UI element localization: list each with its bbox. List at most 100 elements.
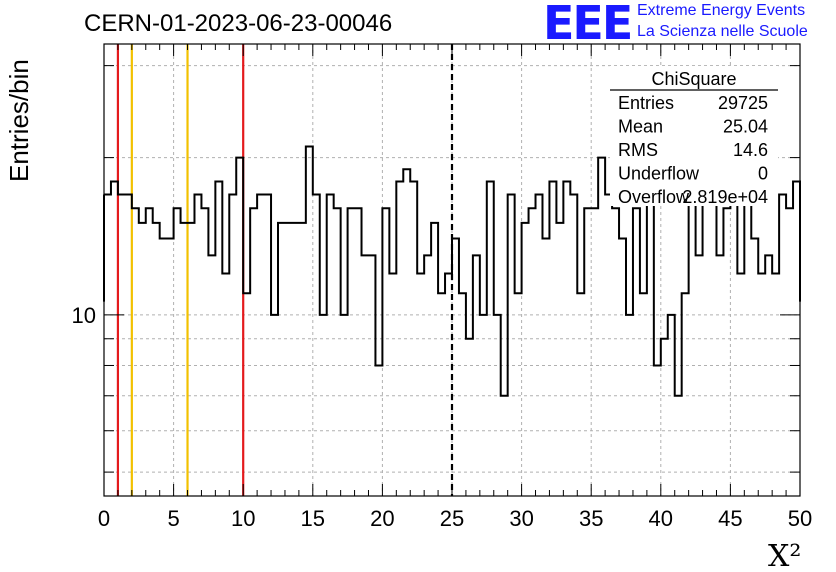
x-tick-label: 10 [231, 506, 255, 531]
histogram-bin [229, 194, 236, 496]
histogram-bin [299, 223, 306, 496]
histogram-bin [250, 208, 257, 496]
histogram-bin [480, 315, 487, 496]
histogram-bin [327, 194, 334, 496]
x-tick-label: 30 [509, 506, 533, 531]
histogram-bin [167, 239, 174, 496]
histogram-bin [348, 208, 355, 496]
logo-line-1: Extreme Energy Events [637, 2, 806, 19]
histogram-bin [292, 223, 299, 496]
histogram-bin [306, 147, 313, 496]
stats-title: ChiSquare [651, 69, 736, 89]
histogram-bin [278, 223, 285, 496]
histogram-bin [375, 365, 382, 496]
histogram-bin [682, 293, 689, 496]
histogram-bin [132, 208, 139, 496]
histogram-bin [598, 158, 605, 496]
stats-label-entries: Entries [618, 93, 674, 113]
histogram-bin [556, 223, 563, 496]
histogram-bin [139, 223, 146, 496]
x-tick-label: 40 [649, 506, 673, 531]
histogram-bin [174, 208, 181, 496]
stats-label-underflow: Underflow [618, 164, 700, 184]
histogram-bin [368, 255, 375, 496]
histogram-bin [710, 194, 717, 496]
stats-value-rms: 14.6 [733, 140, 768, 160]
histogram-bin [751, 239, 758, 496]
histogram-bin [146, 208, 153, 496]
histogram-bin [417, 273, 424, 496]
x-tick-label: 5 [167, 506, 179, 531]
stats-label-mean: Mean [618, 117, 663, 137]
histogram-bin [779, 194, 786, 496]
histogram-bin [654, 365, 661, 496]
histogram-bin [591, 208, 598, 496]
histogram-bin [570, 194, 577, 496]
histogram-bin [396, 182, 403, 496]
histogram-bin [716, 255, 723, 496]
histogram-bin [160, 239, 167, 496]
histogram-bin [647, 158, 654, 496]
histogram-bin [668, 315, 675, 496]
histogram-bin [341, 315, 348, 496]
x-tick-label: 35 [579, 506, 603, 531]
histogram-bin [362, 255, 369, 496]
histogram-bin [466, 339, 473, 496]
stats-value-underflow: 0 [758, 164, 768, 184]
histogram-bin [487, 182, 494, 496]
histogram-bin [675, 396, 682, 496]
histogram-bin [445, 273, 452, 496]
histogram-bin [786, 208, 793, 496]
histogram-bin [438, 293, 445, 496]
histogram-bin [529, 208, 536, 496]
histogram-bin [313, 194, 320, 496]
histogram-bin [459, 293, 466, 496]
stats-value-overflow: 2.819e+04 [682, 187, 768, 207]
histogram-bin [403, 169, 410, 496]
histogram-bin [243, 293, 250, 496]
histogram-bin [737, 273, 744, 496]
histogram-bin [772, 273, 779, 496]
histogram-bin [257, 194, 264, 496]
histogram-bin [730, 194, 737, 496]
histogram-bin [181, 223, 188, 496]
histogram-bin [125, 194, 132, 496]
histogram-bin [201, 208, 208, 496]
stats-value-mean: 25.04 [723, 117, 768, 137]
histogram-bin [118, 194, 125, 496]
x-tick-label: 20 [370, 506, 394, 531]
histogram-bin [723, 208, 730, 496]
y-tick-label: 10 [72, 303, 96, 328]
histogram-bin [271, 315, 278, 496]
histogram-bin [334, 208, 341, 496]
histogram-bin [264, 194, 271, 496]
x-tick-label: 15 [301, 506, 325, 531]
histogram-bin [696, 255, 703, 496]
histogram-bin [208, 255, 215, 496]
x-axis-label: X² [768, 539, 801, 572]
histogram-bin [355, 208, 362, 496]
histogram-bin [501, 396, 508, 496]
histogram-bin [153, 223, 160, 496]
histogram-bin [703, 158, 710, 496]
histogram-bin [744, 194, 751, 496]
histogram-bin [494, 315, 501, 496]
x-tick-label: 0 [98, 506, 110, 531]
histogram-bin [320, 315, 327, 496]
logo-line-2: La Scienza nelle Scuole [637, 23, 808, 40]
histogram-bin [536, 194, 543, 496]
histogram-bin [473, 255, 480, 496]
histogram-bin [236, 158, 243, 496]
stats-label-overflow: Overflow [618, 187, 690, 207]
histogram-bin [633, 208, 640, 496]
histogram-bin [577, 293, 584, 496]
x-tick-label: 25 [440, 506, 464, 531]
stats-label-rms: RMS [618, 140, 658, 160]
histogram-bin [382, 208, 389, 496]
histogram-bin [758, 273, 765, 496]
histogram-bin [584, 208, 591, 496]
histogram-bin [515, 293, 522, 496]
histogram-bin [522, 223, 529, 496]
chart-title: CERN-01-2023-06-23-00046 [84, 10, 393, 37]
